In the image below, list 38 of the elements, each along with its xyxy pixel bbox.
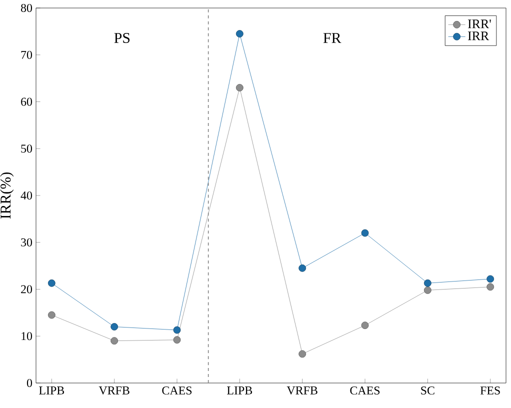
point [48,279,56,287]
annotation: PS [114,32,130,44]
y-tick-label: 60 [21,98,32,106]
point [236,30,244,38]
point [236,84,244,92]
y-tick-label: 40 [20,191,32,200]
y-tick-label: 30 [21,238,32,246]
x-tick-label: SC [421,386,434,395]
x-tick-label: VRFB [98,386,130,395]
point [424,279,432,287]
y-tick-label: 20 [21,285,32,294]
legend-label: IRR' [468,20,491,28]
annotation: FR [323,33,342,43]
point [361,229,369,237]
y-axis-title: IRR(%) [0,172,14,219]
point [110,323,118,330]
point [173,326,181,334]
y-tick-label: 0 [26,378,32,388]
y-tick-label: 10 [22,332,32,340]
point [298,264,306,272]
x-tick-label: FES [480,386,500,395]
point [486,283,494,291]
point [486,275,494,283]
x-tick-label: CAES [350,386,380,395]
point [298,350,306,358]
y-tick-label: 80 [20,4,32,12]
x-tick-label: LIPB [227,386,252,394]
point [424,286,432,294]
point [48,311,56,319]
legend-label: IRR [468,32,490,40]
y-tick-label: 50 [21,144,32,153]
x-tick-label: LIPB [39,386,64,394]
x-tick-label: CAES [162,386,192,395]
point [361,322,369,330]
x-tick-label: VRFB [286,386,318,395]
y-tick-label: 70 [21,50,32,59]
point [110,337,118,344]
point [173,336,181,344]
